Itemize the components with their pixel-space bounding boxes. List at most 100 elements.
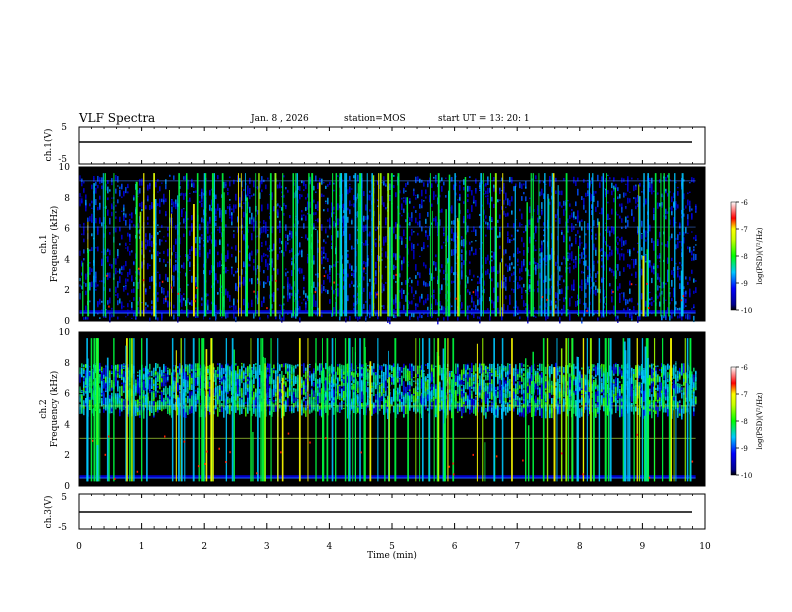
spectrogram-cell bbox=[277, 254, 279, 258]
spectrogram-cell bbox=[649, 187, 651, 193]
spectrogram-cell bbox=[401, 260, 403, 265]
spectrogram-cell bbox=[357, 174, 359, 182]
spectrogram-cell bbox=[657, 276, 659, 280]
spectrogram-cell bbox=[317, 247, 319, 253]
spectrogram-cell bbox=[307, 213, 309, 215]
spectrogram-cell bbox=[167, 387, 169, 395]
spectrogram-cell bbox=[381, 195, 383, 201]
spectrogram-cell bbox=[517, 281, 519, 288]
spectrogram-cell bbox=[167, 369, 169, 375]
spectrogram-cell bbox=[509, 267, 511, 271]
spectrogram-cell bbox=[645, 261, 647, 263]
spectrogram-cell bbox=[277, 203, 279, 207]
spectrogram-cell bbox=[95, 181, 97, 186]
spectrogram-cell bbox=[243, 382, 245, 394]
spectrogram-cell bbox=[687, 199, 689, 206]
spectrogram-cell bbox=[367, 258, 369, 260]
spectrogram-cell bbox=[255, 397, 257, 409]
spectrogram-cell bbox=[185, 300, 187, 307]
spectrogram-cell bbox=[109, 383, 111, 385]
spectrogram-cell bbox=[425, 298, 427, 304]
spectrogram-cell bbox=[453, 187, 455, 191]
spectrogram-cell bbox=[441, 284, 443, 291]
spectrogram-cell bbox=[549, 201, 551, 205]
spectrogram-cell bbox=[653, 265, 655, 270]
spectrogram-cell bbox=[415, 303, 417, 306]
spectrogram-cell bbox=[129, 243, 131, 245]
spectrogram-cell bbox=[269, 281, 271, 286]
spectrogram-cell bbox=[559, 289, 561, 295]
spectrogram-cell bbox=[227, 365, 229, 371]
spectrogram-cell bbox=[123, 305, 125, 308]
spectrogram-cell bbox=[431, 276, 433, 281]
spectrogram-cell bbox=[285, 244, 287, 252]
spectrogram-cell bbox=[537, 208, 539, 215]
spectrogram-cell bbox=[115, 294, 117, 297]
spectrogram-cell bbox=[323, 239, 325, 243]
spectrogram-cell bbox=[111, 178, 113, 183]
spectrogram-cell bbox=[505, 276, 507, 282]
spectrogram-cell bbox=[333, 289, 335, 295]
spectrogram-cell bbox=[115, 267, 117, 275]
spectrogram-cell bbox=[293, 391, 295, 396]
spectrogram-cell bbox=[157, 179, 159, 182]
spectrogram-cell bbox=[169, 406, 171, 414]
spectrogram-cell bbox=[477, 295, 479, 299]
spectrogram-cell bbox=[235, 390, 237, 401]
spectrogram-cell bbox=[143, 390, 145, 400]
spectrogram-cell bbox=[405, 219, 407, 223]
spectrogram-cell bbox=[475, 289, 477, 296]
spectrogram-cell bbox=[485, 191, 487, 195]
spectrogram-cell bbox=[175, 238, 177, 244]
spectrogram-cell bbox=[301, 268, 303, 274]
spectrogram-cell bbox=[159, 391, 161, 393]
spectrogram-cell bbox=[233, 179, 235, 185]
spectrogram-cell bbox=[577, 313, 579, 315]
hot-pixel bbox=[647, 307, 650, 310]
spectrogram-cell bbox=[463, 239, 465, 247]
spectrogram-cell bbox=[429, 228, 431, 235]
spectrogram-cell bbox=[441, 264, 443, 269]
spectrogram-cell bbox=[107, 197, 109, 201]
spectrogram-cell bbox=[417, 194, 419, 199]
spectrogram-cell bbox=[243, 202, 245, 205]
spectrogram-cell bbox=[267, 254, 269, 258]
spectrogram-cell bbox=[105, 397, 107, 403]
spectrogram-cell bbox=[245, 401, 247, 405]
spectrogram-cell bbox=[519, 182, 521, 189]
spectrogram-cell bbox=[217, 394, 219, 405]
spectrogram-cell bbox=[525, 267, 527, 272]
spectrogram-cell bbox=[659, 260, 661, 262]
spectrogram-cell bbox=[303, 290, 305, 295]
spectrogram-cell bbox=[509, 239, 511, 244]
spectrogram-cell bbox=[317, 282, 319, 287]
spectrogram-cell bbox=[463, 260, 465, 266]
spectrogram-cell bbox=[571, 284, 573, 291]
spectrogram-cell bbox=[137, 223, 139, 228]
spectrogram-cell bbox=[381, 305, 383, 307]
spectrogram-cell bbox=[157, 385, 159, 388]
spectrogram-cell bbox=[173, 365, 175, 367]
spectrogram-cell bbox=[501, 177, 503, 181]
spectrogram-cell bbox=[159, 186, 161, 192]
spectrogram-cell bbox=[299, 296, 301, 298]
hot-pixel bbox=[612, 290, 614, 293]
spectrogram-cell bbox=[169, 385, 171, 397]
spectrogram-cell bbox=[297, 364, 299, 367]
spectrogram-cell bbox=[135, 406, 137, 417]
spectrogram-cell bbox=[595, 247, 597, 250]
spectrogram-cell bbox=[239, 390, 241, 397]
spectrogram-cell bbox=[159, 395, 161, 400]
spectrogram-cell bbox=[259, 227, 261, 235]
spectrogram-cell bbox=[115, 393, 117, 401]
spectrogram-cell bbox=[119, 397, 121, 403]
spectrogram-cell bbox=[173, 376, 175, 380]
spectrogram-cell bbox=[269, 376, 271, 385]
spectrogram-cell bbox=[543, 258, 545, 261]
spectrogram-cell bbox=[131, 289, 133, 293]
spectrogram-cell bbox=[511, 273, 513, 277]
header-date: Jan. 8 , 2026 bbox=[251, 114, 309, 124]
spectrogram-cell bbox=[523, 283, 525, 288]
spectrogram-cell bbox=[275, 315, 277, 320]
spectrogram-cell bbox=[365, 224, 367, 231]
